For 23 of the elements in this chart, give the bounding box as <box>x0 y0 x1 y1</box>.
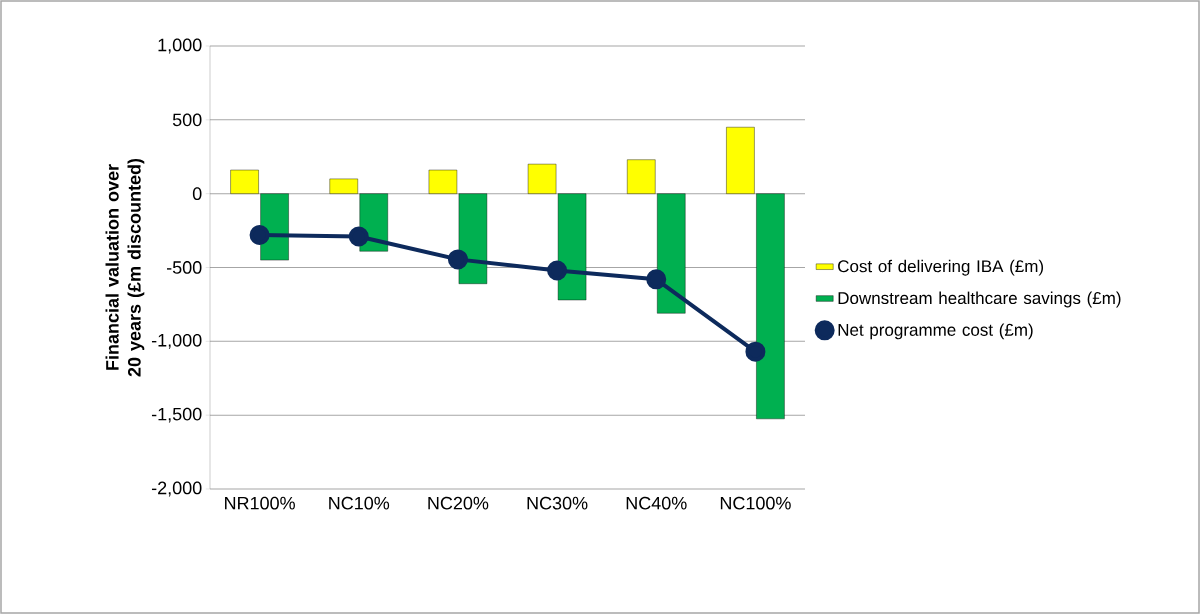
y-tick-label: 500 <box>172 113 202 127</box>
legend-label: Cost of delivering IBA (£m) <box>838 259 1044 276</box>
legend-label: Net programme cost (£m) <box>838 323 1033 340</box>
point <box>348 226 369 247</box>
y-tick-label: 0 <box>192 187 202 201</box>
x-tick-label: NC30% <box>527 496 588 510</box>
point <box>447 249 468 270</box>
x-tick-label: NC10% <box>329 496 390 510</box>
legend-label: Downstream healthcare savings (£m) <box>838 291 1121 308</box>
y-tick-label: 1,000 <box>158 38 202 54</box>
x-tick-label: NC100% <box>720 496 791 510</box>
y-tick-label: -1,000 <box>151 333 202 349</box>
y-tick-label: -2,000 <box>151 481 202 497</box>
x-tick-label: NC40% <box>626 496 687 510</box>
y-tick-label: -1,500 <box>151 407 202 423</box>
point <box>249 225 270 246</box>
point <box>547 260 568 281</box>
point <box>646 269 667 290</box>
point <box>745 341 766 362</box>
y-tick-label: -500 <box>166 261 202 274</box>
x-tick-label: NR100% <box>225 496 295 510</box>
x-tick-label: NC20% <box>428 496 489 510</box>
y-axis-title: Financial valuation over 20 years (£m discounted) <box>105 158 145 377</box>
